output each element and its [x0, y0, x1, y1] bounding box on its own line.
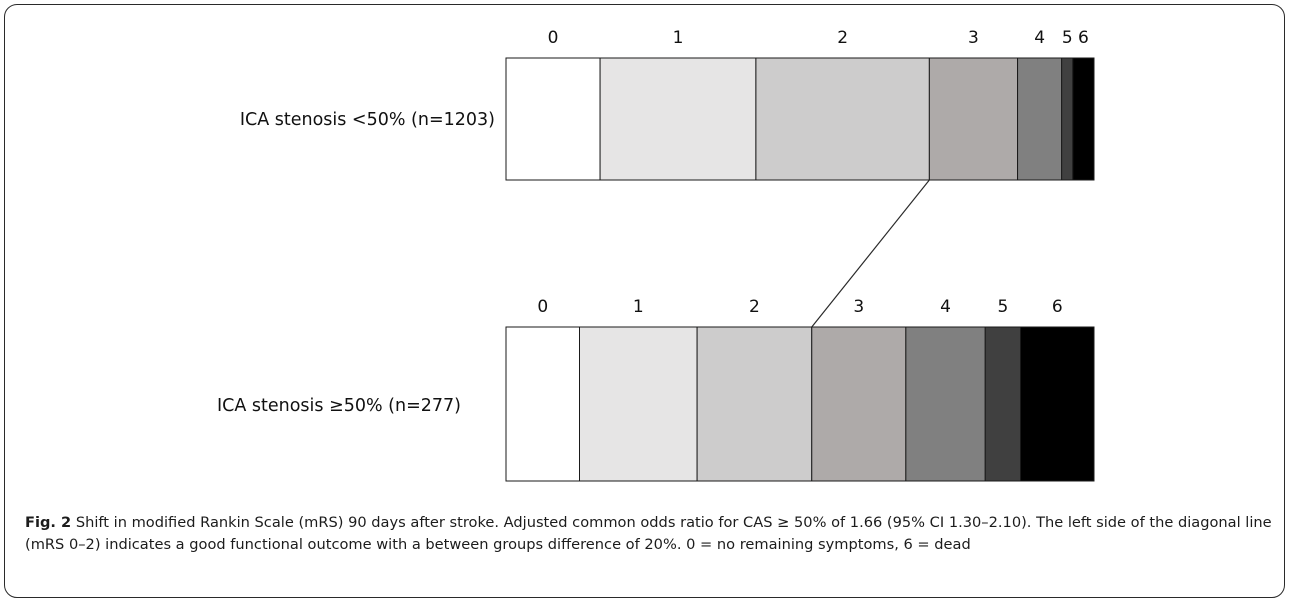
tick-label-1-5: 5 — [997, 297, 1008, 317]
tick-label-1-1: 1 — [633, 297, 644, 317]
bar-segment-1-mrs-3 — [811, 326, 907, 482]
bar-segment-0-mrs-6 — [1072, 57, 1095, 181]
tick-label-0-0: 0 — [548, 28, 559, 48]
bar-segment-1-mrs-0 — [505, 326, 580, 482]
diagonal-line — [811, 179, 930, 328]
bar-segment-0-mrs-0 — [505, 57, 601, 181]
tick-label-1-2: 2 — [749, 297, 760, 317]
bar-segment-0-mrs-3 — [928, 57, 1019, 181]
tick-label-1-6: 6 — [1052, 297, 1063, 317]
tick-label-0-3: 3 — [968, 28, 979, 48]
caption-label: Fig. 2 — [25, 514, 72, 531]
tick-label-1-4: 4 — [940, 297, 951, 317]
tick-label-0-1: 1 — [673, 28, 684, 48]
bar-segment-1-mrs-4 — [905, 326, 986, 482]
bar-row-0: ICA stenosis <50% (n=1203) 0 1 2 3 4 5 6 — [240, 28, 1095, 181]
row-label-1: ICA stenosis ≥50% (n=277) — [217, 396, 461, 416]
tick-label-0-2: 2 — [837, 28, 848, 48]
bar-segment-0-mrs-1 — [599, 57, 757, 181]
tick-label-1-3: 3 — [853, 297, 864, 317]
caption-text: Shift in modified Rankin Scale (mRS) 90 … — [25, 514, 1272, 553]
bar-segment-1-mrs-6 — [1020, 326, 1095, 482]
bar-row-1: ICA stenosis ≥50% (n=277) 0 1 2 3 4 5 6 — [217, 297, 1095, 482]
tick-label-1-0: 0 — [537, 297, 548, 317]
bar-segment-0-mrs-5 — [1061, 57, 1074, 181]
bar-segment-1-mrs-5 — [984, 326, 1021, 482]
bar-segment-0-mrs-4 — [1017, 57, 1063, 181]
tick-label-0-5: 5 — [1062, 28, 1073, 48]
bar-segment-1-mrs-1 — [579, 326, 698, 482]
tick-label-0-4: 4 — [1034, 28, 1045, 48]
bar-segment-0-mrs-2 — [755, 57, 930, 181]
bar-segment-1-mrs-2 — [696, 326, 813, 482]
tick-label-0-6: 6 — [1078, 28, 1089, 48]
row-label-0: ICA stenosis <50% (n=1203) — [240, 110, 495, 130]
figure-caption: Fig. 2 Shift in modified Rankin Scale (m… — [25, 512, 1280, 556]
figure-frame: ICA stenosis <50% (n=1203) 0 1 2 3 4 5 6 ICA ste… — [4, 4, 1285, 598]
